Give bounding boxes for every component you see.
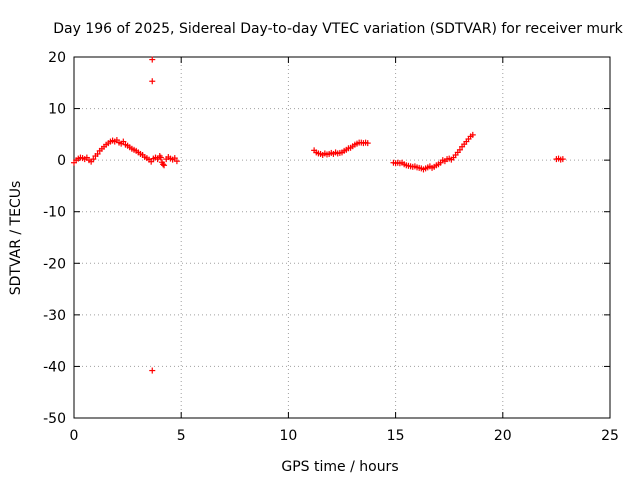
data-point [149, 56, 156, 63]
data-point [149, 78, 156, 85]
x-tick-label: 10 [279, 428, 297, 444]
data-point [120, 138, 127, 145]
x-tick-label: 25 [601, 428, 619, 444]
x-axis-label: GPS time / hours [281, 459, 398, 475]
y-tick-label: -10 [43, 205, 66, 221]
y-axis-label: SDTVAR / TECUs [8, 181, 24, 296]
y-tick-label: -30 [43, 308, 66, 324]
y-tick-label: -40 [43, 359, 66, 375]
axis-ticks: 0 5 10 15 20 25 -50 -40 -30 -20 -10 0 10 20 [43, 50, 619, 444]
grid-lines [74, 57, 610, 418]
x-tick-label: 15 [387, 428, 405, 444]
y-tick-label: 20 [48, 50, 66, 66]
data-point [148, 158, 155, 165]
y-tick-label: 0 [57, 153, 66, 169]
data-point [157, 154, 164, 161]
x-tick-label: 0 [70, 428, 79, 444]
data-point [364, 140, 371, 147]
x-tick-label: 20 [494, 428, 512, 444]
data-point [469, 131, 476, 138]
data-point [171, 155, 178, 162]
data-point [90, 156, 97, 163]
y-tick-label: 10 [48, 102, 66, 118]
data-points [71, 56, 566, 374]
data-point [559, 156, 566, 163]
chart-title: Day 196 of 2025, Sidereal Day-to-day VTE… [53, 21, 623, 37]
y-tick-label: -20 [43, 256, 66, 272]
data-point [149, 367, 156, 374]
data-point [159, 161, 166, 168]
data-point [161, 162, 168, 169]
data-point [154, 156, 161, 163]
plot-frame [73, 56, 611, 419]
data-point [173, 158, 180, 165]
data-point [94, 150, 101, 157]
data-point [456, 146, 463, 153]
x-tick-label: 5 [177, 428, 186, 444]
y-tick-label: -50 [43, 411, 66, 427]
